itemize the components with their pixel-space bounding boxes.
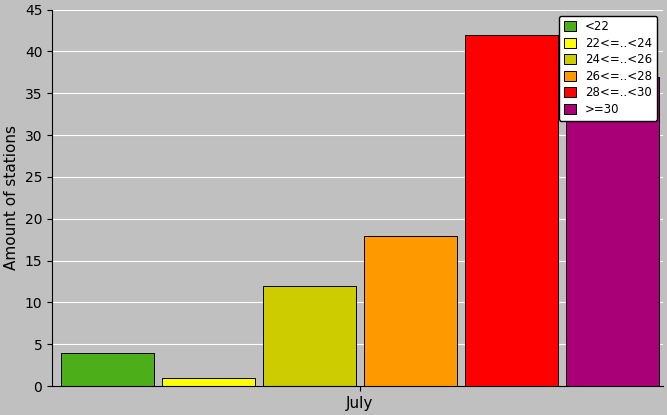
Bar [61, 353, 154, 386]
Y-axis label: Amount of stations: Amount of stations [4, 125, 19, 271]
Legend: <22, 22<=..<24, 24<=..<26, 26<=..<28, 28<=..<30, >=30: <22, 22<=..<24, 24<=..<26, 26<=..<28, 28… [559, 16, 657, 121]
Bar [162, 378, 255, 386]
Bar [364, 236, 457, 386]
Bar [566, 77, 659, 386]
Bar [263, 286, 356, 386]
Bar [465, 35, 558, 386]
